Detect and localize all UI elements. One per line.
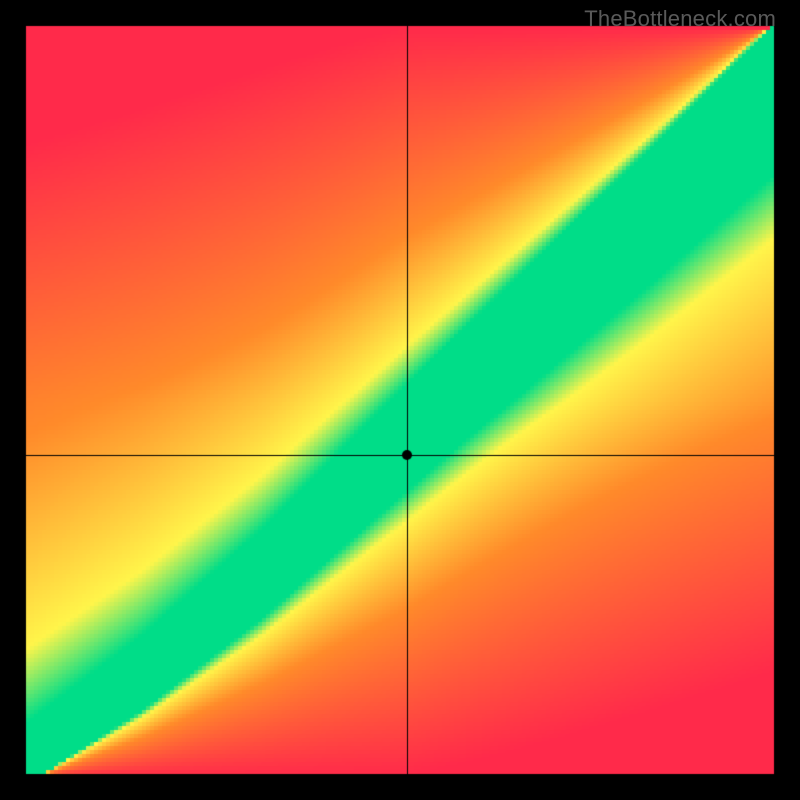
bottleneck-heatmap	[0, 0, 800, 800]
watermark-text: TheBottleneck.com	[584, 6, 776, 32]
chart-container: TheBottleneck.com	[0, 0, 800, 800]
